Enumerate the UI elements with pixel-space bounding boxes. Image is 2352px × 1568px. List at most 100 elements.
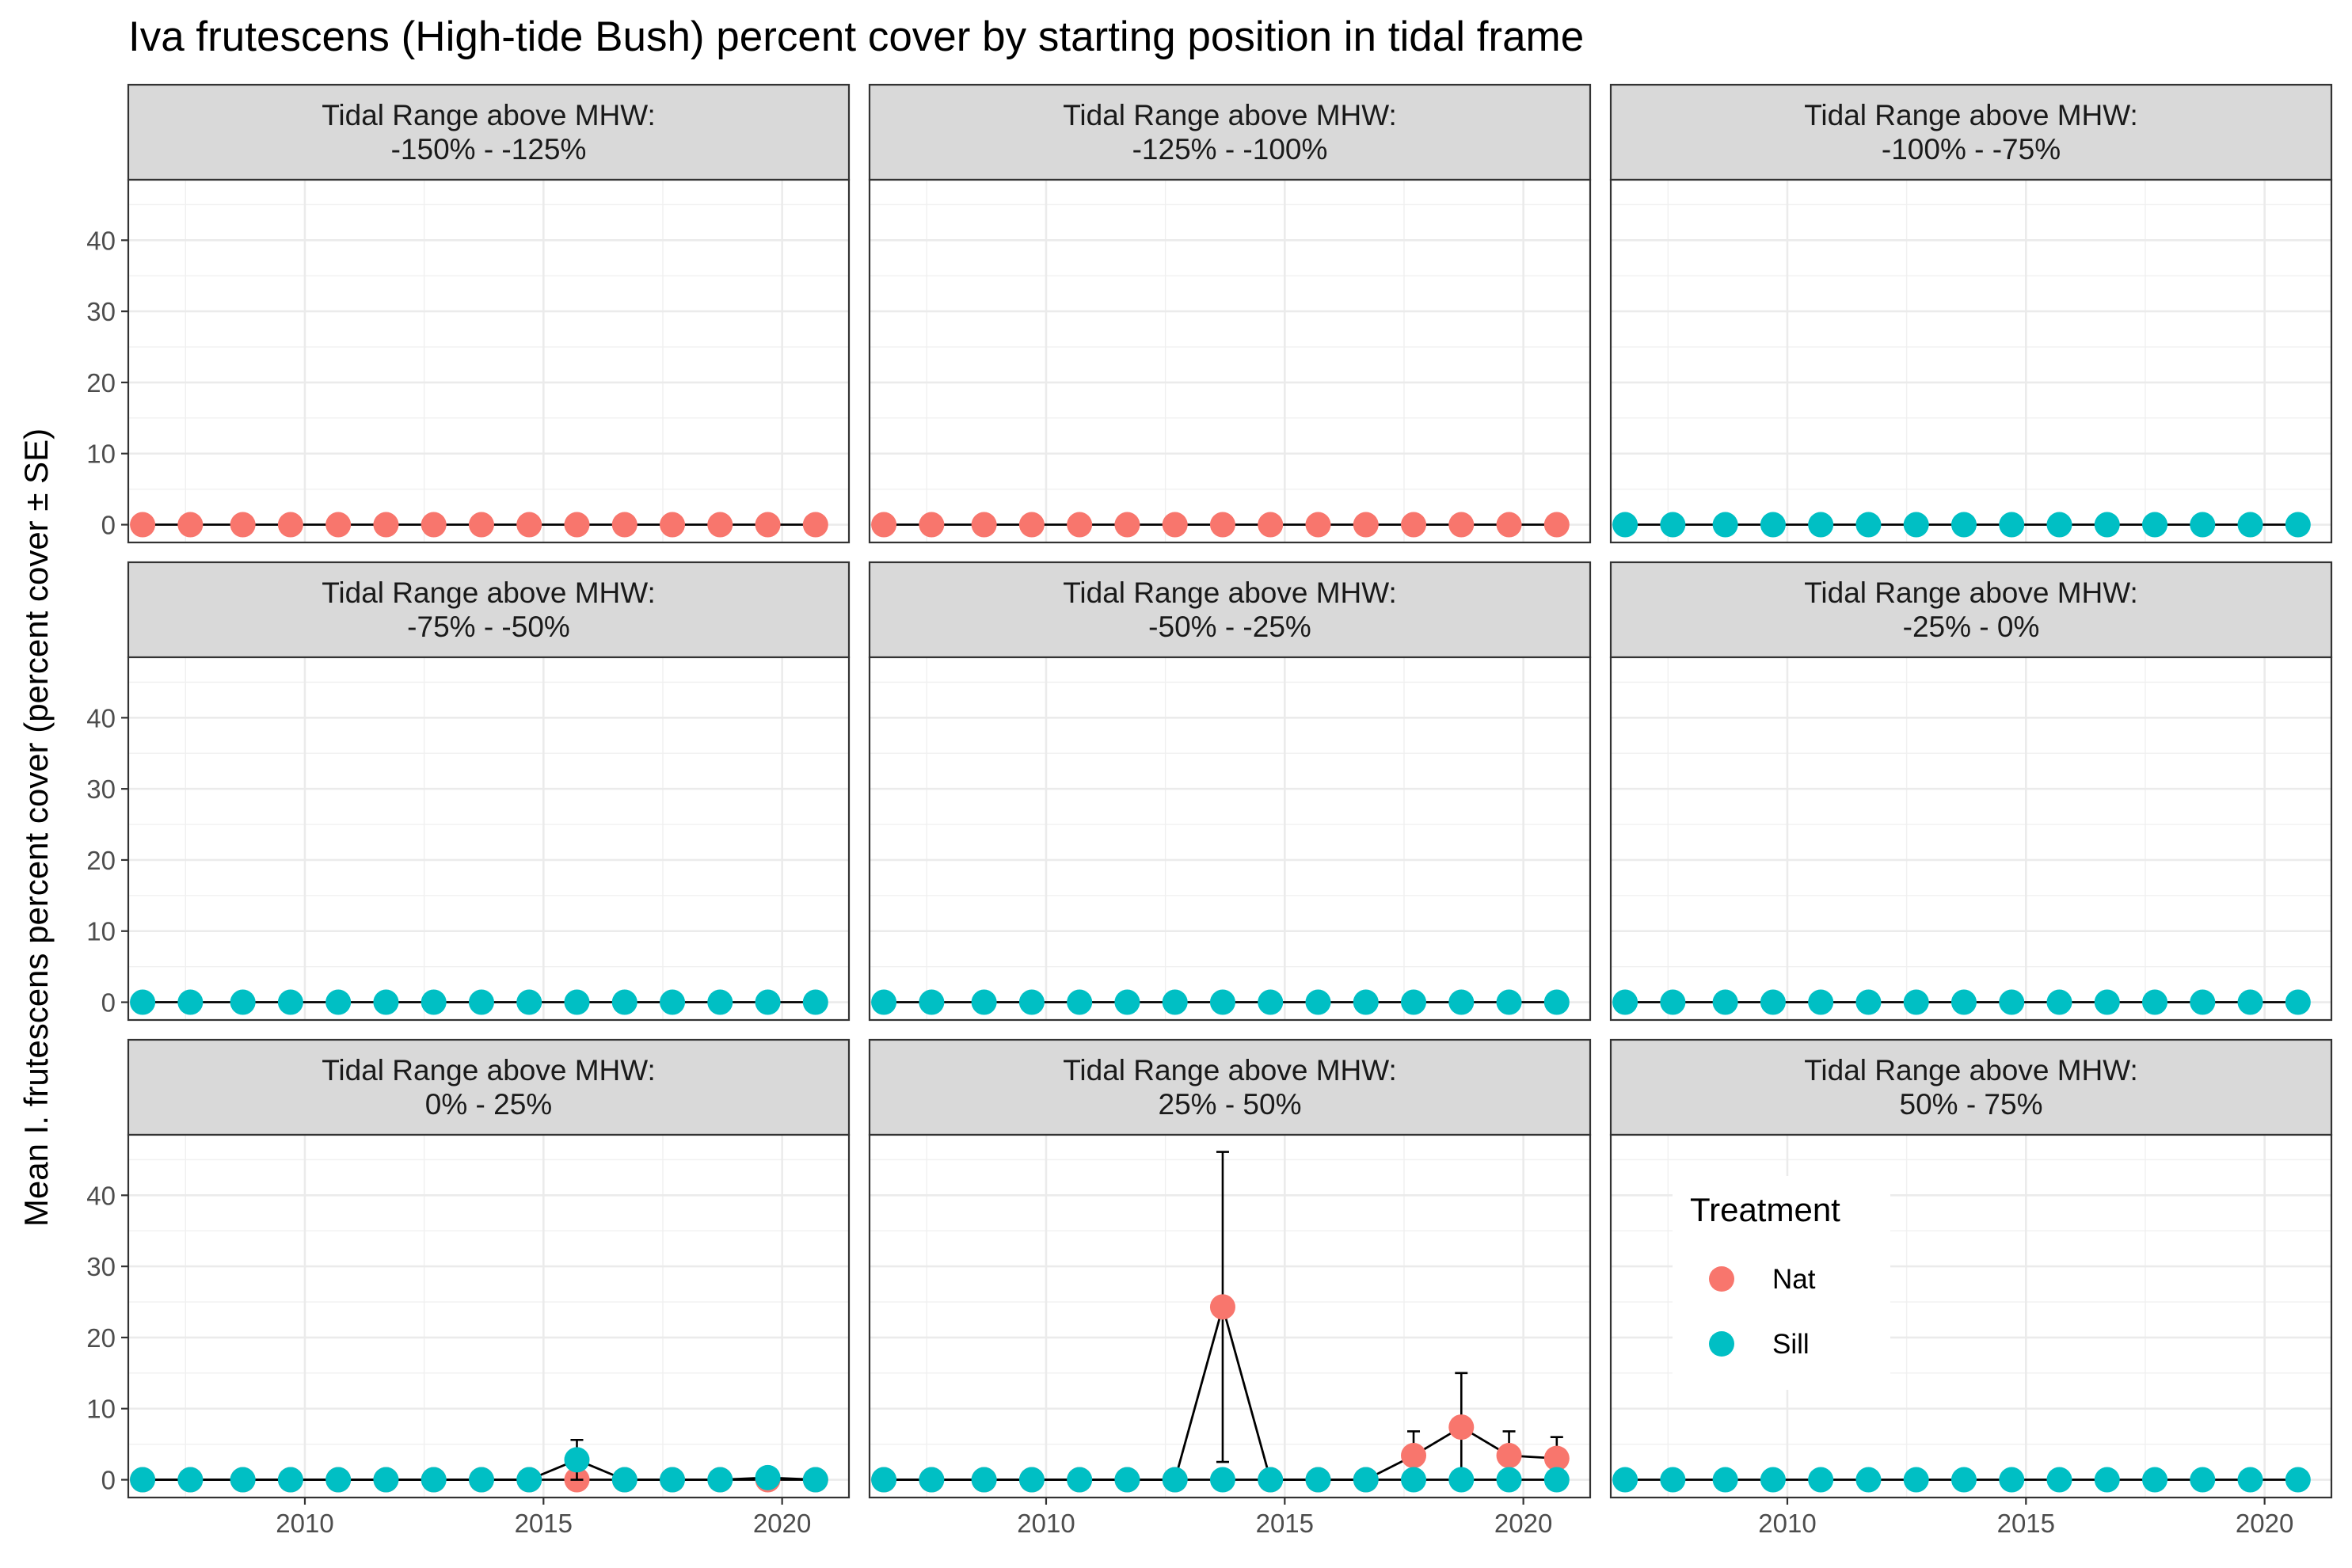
data-point-sill (421, 989, 447, 1015)
data-point-nat (1114, 512, 1140, 538)
data-point-nat (802, 512, 828, 538)
facet-strip-line2: 0% - 25% (425, 1088, 552, 1121)
facet-strip-line2: 50% - 75% (1900, 1088, 2043, 1121)
data-point-sill (373, 989, 399, 1015)
data-point-sill (802, 989, 828, 1015)
data-point-sill (1305, 989, 1331, 1015)
panel-border (127, 1133, 851, 1499)
data-point-sill (1353, 989, 1379, 1015)
data-point-nat (564, 512, 590, 538)
y-axis-label: Mean I. frutescens percent cover (percen… (17, 428, 55, 1227)
legend: Treatment Nat Sill (1673, 1176, 1890, 1390)
panel-border (127, 656, 851, 1022)
facet-strip (868, 83, 1592, 181)
data-point-sill (1305, 1467, 1331, 1493)
facet-panel: Tidal Range above MHW:-150% - -125% 0 10 20… (86, 83, 851, 544)
panel-background (128, 1135, 849, 1498)
facet-strip-line2: -50% - -25% (1148, 611, 1311, 643)
data-point-nat (1401, 1443, 1427, 1469)
data-point-sill (919, 989, 945, 1015)
y-tick-label: 40 (86, 703, 116, 733)
facet-strip-line2: -75% - -50% (407, 611, 570, 643)
data-point-sill (1903, 989, 1929, 1015)
data-point-sill (1999, 989, 2025, 1015)
data-point-sill (611, 1467, 637, 1493)
data-point-nat (1448, 1414, 1475, 1441)
data-point-sill (1760, 512, 1786, 538)
data-point-nat (177, 512, 204, 538)
data-point-sill (2046, 989, 2072, 1015)
data-point-sill (1950, 512, 1977, 538)
data-point-sill (919, 1467, 945, 1493)
legend-label-nat: Nat (1772, 1264, 1816, 1295)
facet-strip (127, 1038, 851, 1136)
x-tick-label: 2015 (1256, 1509, 1314, 1538)
data-point-sill (2094, 989, 2120, 1015)
y-tick-label: 40 (86, 226, 116, 255)
data-point-sill (2046, 1467, 2072, 1493)
data-point-sill (2046, 512, 2072, 538)
y-tick-label: 20 (86, 368, 116, 398)
data-point-sill (1808, 512, 1834, 538)
legend-key-nat (1709, 1266, 1734, 1292)
data-point-sill (1760, 1467, 1786, 1493)
data-point-sill (2142, 1467, 2168, 1493)
data-point-nat (421, 512, 447, 538)
x-tick-label: 2010 (276, 1509, 333, 1538)
data-point-sill (1612, 1467, 1638, 1493)
data-point-sill (468, 1467, 494, 1493)
panel-background (128, 657, 849, 1020)
facet-strip-line1: Tidal Range above MHW: (322, 99, 656, 131)
data-point-sill (1162, 1467, 1188, 1493)
data-point-nat (1209, 512, 1235, 538)
data-point-sill (1808, 1467, 1834, 1493)
panel-border (868, 656, 1592, 1022)
facet-strip (1609, 1038, 2333, 1136)
data-point-sill (2190, 512, 2216, 538)
data-point-sill (2285, 1467, 2311, 1493)
data-point-nat (1496, 512, 1522, 538)
panel-border (127, 178, 851, 544)
data-point-nat (130, 512, 156, 538)
data-point-nat (230, 512, 256, 538)
data-point-sill (1496, 989, 1522, 1015)
y-tick-label: 30 (86, 774, 116, 804)
facet-strip-line1: Tidal Range above MHW: (322, 1054, 656, 1087)
data-point-sill (1209, 989, 1235, 1015)
data-point-sill (2142, 989, 2168, 1015)
facet-strip-line2: -125% - -100% (1132, 133, 1328, 166)
data-point-sill (871, 989, 897, 1015)
facet-strip (868, 1038, 1592, 1136)
y-tick-label: 10 (86, 440, 116, 469)
facet-panel: Tidal Range above MHW:-75% - -50% 0 10 20 30… (86, 561, 851, 1022)
x-tick-label: 2010 (1017, 1509, 1075, 1538)
panel-background (1611, 657, 2331, 1020)
data-point-sill (230, 1467, 256, 1493)
data-point-sill (277, 1467, 303, 1493)
facet-strip-line1: Tidal Range above MHW: (1063, 577, 1397, 609)
data-point-sill (871, 1467, 897, 1493)
data-point-sill (1448, 989, 1475, 1015)
facet-strip-line2: -150% - -125% (391, 133, 587, 166)
data-point-sill (130, 1467, 156, 1493)
panel-border (1609, 656, 2333, 1022)
facet-strip-line2: 25% - 50% (1159, 1088, 1302, 1121)
data-point-sill (421, 1467, 447, 1493)
data-point-sill (1712, 989, 1738, 1015)
y-tick-label: 0 (101, 1466, 116, 1495)
legend-title: Treatment (1690, 1191, 1840, 1228)
panel-border (868, 178, 1592, 544)
y-tick-label: 10 (86, 917, 116, 946)
data-point-nat (1258, 512, 1284, 538)
data-point-nat (1209, 1294, 1235, 1320)
panel-background (128, 180, 849, 542)
data-point-sill (707, 989, 733, 1015)
x-tick-label: 2010 (1758, 1509, 1816, 1538)
y-tick-label: 20 (86, 1323, 116, 1353)
data-point-sill (1114, 989, 1140, 1015)
facet-panel: Tidal Range above MHW:-25% - 0% (1609, 561, 2333, 1022)
facet-strip (1609, 83, 2333, 181)
data-point-sill (1448, 1467, 1475, 1493)
data-point-sill (660, 989, 686, 1015)
data-point-sill (1999, 512, 2025, 538)
